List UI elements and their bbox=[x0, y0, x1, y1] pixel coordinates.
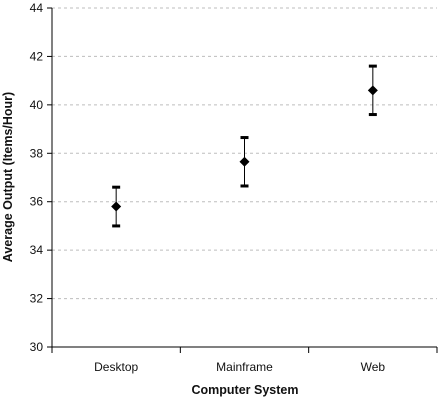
y-tick-label: 34 bbox=[30, 243, 44, 257]
x-axis-title: Computer System bbox=[192, 383, 299, 397]
y-tick-label: 38 bbox=[30, 146, 44, 160]
y-tick-label: 40 bbox=[30, 98, 44, 112]
x-tick-label: Mainframe bbox=[216, 360, 273, 374]
axes bbox=[51, 8, 437, 348]
y-ticks: 30 32 34 36 38 40 42 44 bbox=[30, 1, 52, 354]
data-point bbox=[367, 85, 378, 96]
x-tick-label: Desktop bbox=[94, 360, 138, 374]
y-tick-label: 32 bbox=[30, 292, 44, 306]
y-tick-label: 42 bbox=[30, 49, 44, 63]
y-tick-label: 30 bbox=[30, 340, 44, 354]
x-tick-label: Web bbox=[361, 360, 386, 374]
x-ticks: Desktop Mainframe Web bbox=[51, 347, 438, 374]
y-tick-label: 44 bbox=[30, 1, 44, 15]
data-point bbox=[239, 156, 250, 167]
y-axis-title: Average Output (Items/Hour) bbox=[1, 92, 15, 262]
y-tick-label: 36 bbox=[30, 195, 44, 209]
data-point bbox=[111, 201, 122, 212]
data-marks bbox=[111, 64, 378, 228]
